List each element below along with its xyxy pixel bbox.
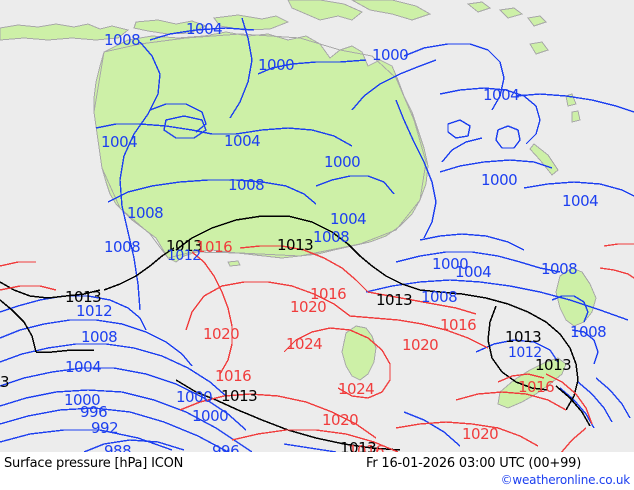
isobar-label: 1008	[228, 176, 265, 194]
isobar-label: 1008	[104, 31, 141, 49]
land-sunda-east	[213, 14, 290, 31]
land-new-guinea-east	[350, 0, 432, 21]
isobar-label: 1000	[192, 407, 229, 425]
isobar-label: 1004	[562, 192, 599, 210]
coastline-layer	[93, 33, 427, 259]
land-vanuatu-2	[571, 110, 581, 123]
isobar-label: 1013	[166, 237, 203, 255]
map-footer: Surface pressure [hPa] ICON Fr 16-01-202…	[0, 452, 634, 490]
isobar-label: 1000	[481, 171, 518, 189]
isobar-label: 1013	[340, 439, 377, 453]
isobar-label: 1020	[290, 298, 327, 316]
isobar-label: 1000	[432, 255, 469, 273]
isobar-label: 1008	[127, 204, 164, 222]
isobar-label: 1020	[322, 411, 359, 429]
isobar-label: 1008	[104, 238, 141, 256]
isobar-label: 1008	[541, 260, 578, 278]
land-solomon-4	[529, 41, 549, 55]
isobar-label: 1012	[167, 248, 201, 264]
land-solomon-2	[498, 7, 524, 19]
isobar-label: 1016	[196, 238, 233, 256]
isobar-label: 1004	[186, 20, 223, 38]
land-lesser-sunda	[0, 23, 130, 41]
isobar-label: 1016	[348, 442, 385, 453]
land-tasmania	[341, 325, 377, 381]
isobar-label: 1008	[81, 328, 118, 346]
isobar-label: 1008	[421, 288, 458, 306]
land-solomon-3	[527, 15, 547, 27]
isobar-label: 1016	[518, 378, 555, 396]
isobar-label: 1008	[313, 228, 350, 246]
isobar-label: 1013	[277, 236, 314, 254]
isobar-label: 1013	[535, 356, 572, 374]
landmass-layer	[0, 0, 597, 409]
isobar-label: 996	[80, 403, 108, 421]
isobar-label: 1024	[286, 335, 323, 353]
footer-title: Surface pressure [hPa] ICON	[4, 456, 184, 471]
isobar-label: 1013	[505, 328, 542, 346]
isobar-label: 1000	[324, 153, 361, 171]
isobar-layer-low	[0, 17, 634, 452]
isobar-label: 992	[91, 419, 119, 437]
isobar-label: 1012	[508, 345, 542, 361]
isobar-label: 1000	[372, 46, 409, 64]
land-kangaroo-island	[227, 260, 241, 267]
isobar-label: 1024	[338, 380, 375, 398]
land-solomon-1	[466, 1, 492, 13]
isobar-label: 1000	[176, 388, 213, 406]
pressure-map[interactable]: 1008 1004 1000 1000 1004 1004 1004 1000 1000 1004…	[0, 0, 634, 452]
isobar-label: 1020	[402, 336, 439, 354]
isobar-label: 1013	[65, 288, 102, 306]
map-graphics	[0, 0, 634, 452]
isobar-label: 988	[104, 442, 132, 453]
isobar-label: 1020	[462, 425, 499, 443]
isobar-label: 996	[212, 442, 240, 453]
isobar-label: 1013	[376, 291, 413, 309]
isobar-label: 1012	[76, 302, 113, 320]
coastline-australia	[93, 33, 427, 259]
isobar-label: 1000	[64, 391, 101, 409]
land-new-guinea-west	[287, 0, 363, 21]
isobar-label: 1016	[440, 316, 477, 334]
isobar-label: 1004	[330, 210, 367, 228]
isobar-layer-high	[0, 243, 634, 452]
isobar-label: 1008	[570, 323, 607, 341]
isobar-label: 3	[0, 373, 10, 391]
isobar-label: 1013	[221, 387, 258, 405]
footer-copyright[interactable]: ©weatheronline.co.uk	[500, 473, 631, 487]
isobar-label: 1016	[215, 367, 252, 385]
isobar-label: 1004	[65, 358, 102, 376]
land-nz-south	[497, 357, 567, 409]
isobar-label: 1000	[258, 56, 295, 74]
isobar-label: 1016	[310, 285, 347, 303]
isobar-label: 1004	[455, 263, 492, 281]
isobar-label: 1004	[483, 86, 520, 104]
isobar-label: 1020	[203, 325, 240, 343]
footer-datetime: Fr 16-01-2026 03:00 UTC (00+99)	[366, 456, 582, 471]
isobar-label: 1004	[224, 132, 261, 150]
isobar-label: 1004	[101, 133, 138, 151]
